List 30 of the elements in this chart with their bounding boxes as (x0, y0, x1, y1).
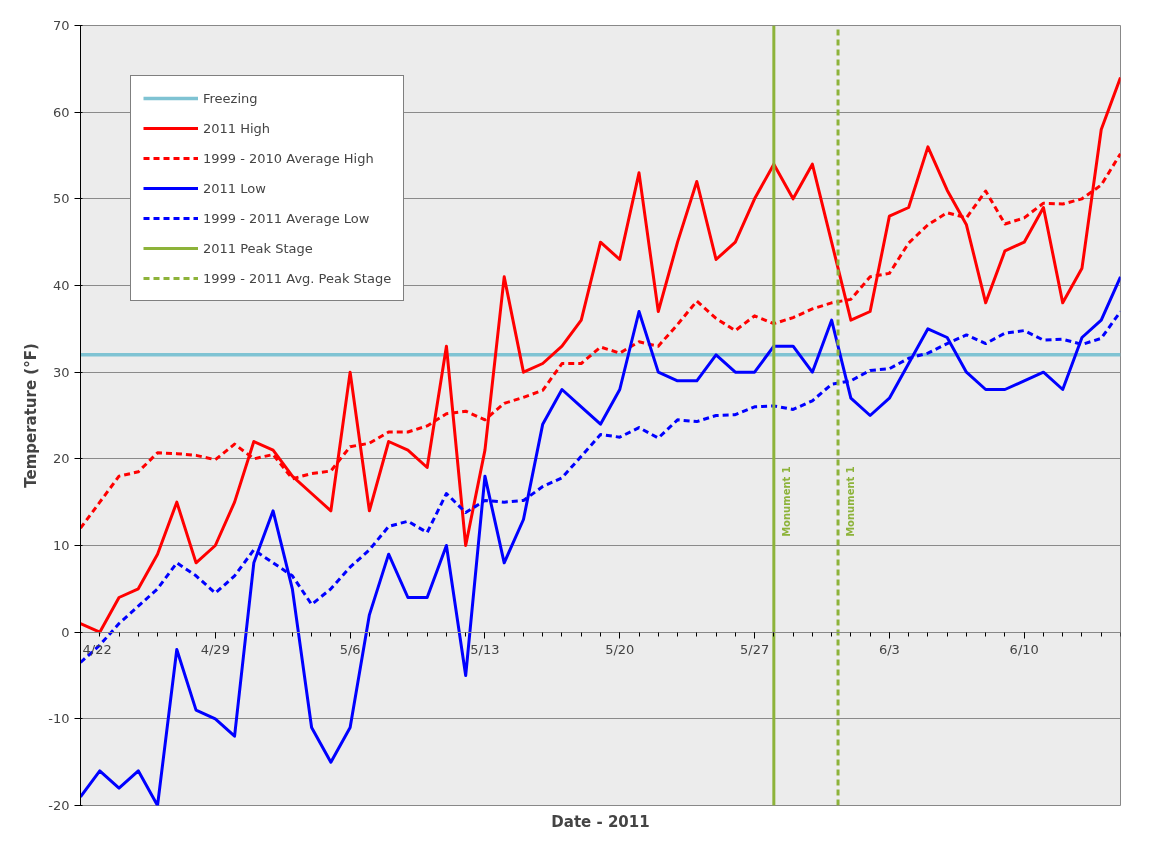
y-tick-label: 20 (52, 451, 70, 467)
y-tick-label: 60 (52, 104, 70, 120)
x-tick-label: 5/6 (339, 642, 361, 658)
x-tick-label: 6/10 (1009, 642, 1039, 658)
y-tick-label: -10 (48, 711, 70, 727)
x-tick-label: 5/27 (739, 642, 770, 658)
y-tick-label: 50 (52, 191, 70, 207)
x-axis-title: Date - 2011 (551, 812, 650, 831)
y-tick-label: 30 (52, 364, 70, 380)
y-tick-label: -20 (48, 798, 70, 813)
legend-label: 2011 Low (203, 180, 266, 196)
annotation: Monument 1 (780, 466, 792, 537)
legend-label: 2011 Peak Stage (203, 240, 313, 256)
legend-label: 1999 - 2011 Avg. Peak Stage (203, 270, 392, 286)
legend-label: 1999 - 2010 Average High (203, 150, 374, 166)
x-tick-label: 5/13 (470, 642, 500, 658)
y-tick-label: 40 (52, 278, 70, 293)
line-series (80, 275, 1121, 806)
x-tick-label: 4/29 (200, 642, 230, 658)
legend-label: 1999 - 2011 Average Low (203, 210, 370, 226)
x-tick-label: 4/22 (82, 642, 112, 658)
legend-label: Freezing (203, 90, 258, 106)
x-tick-label: 5/20 (605, 642, 635, 658)
annotation: Monument 1 (845, 466, 857, 537)
y-axis-title: Temperature (°F) (22, 343, 41, 488)
y-tick-label: 70 (52, 18, 70, 33)
x-tick-label: 6/3 (878, 642, 900, 658)
y-tick-label: 0 (61, 624, 70, 640)
y-tick-label: 10 (52, 538, 70, 553)
legend-label: 2011 High (203, 120, 271, 136)
